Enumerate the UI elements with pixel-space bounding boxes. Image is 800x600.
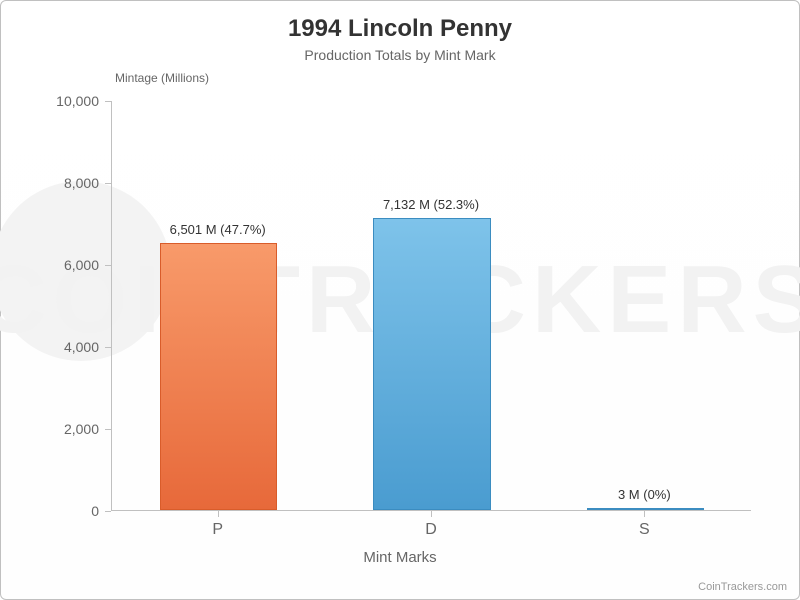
x-tick-label-d: D [425, 521, 437, 539]
x-tick-mark [218, 511, 219, 517]
plot-area [111, 101, 751, 511]
y-tick-label: 4,000 [39, 339, 99, 355]
y-tick-label: 6,000 [39, 257, 99, 273]
y-tick-label: 10,000 [39, 93, 99, 109]
x-tick-mark [644, 511, 645, 517]
bar-label-s: 3 M (0%) [618, 487, 671, 502]
y-tick-label: 8,000 [39, 175, 99, 191]
x-tick-label-p: P [212, 521, 223, 539]
x-tick-mark [431, 511, 432, 517]
x-axis-title: Mint Marks [363, 549, 436, 566]
y-tick-label: 0 [39, 503, 99, 519]
bar-d [373, 218, 490, 510]
x-tick-label-s: S [639, 521, 650, 539]
bar-label-p: 6,501 M (47.7%) [170, 222, 266, 237]
bar-label-d: 7,132 M (52.3%) [383, 197, 479, 212]
y-tick-label: 2,000 [39, 421, 99, 437]
chart-container: COINTRACKERS 1994 Lincoln Penny Producti… [0, 0, 800, 600]
y-axis-title: Mintage (Millions) [115, 71, 209, 85]
bar-p [160, 243, 277, 510]
bar-s [587, 508, 704, 510]
attribution: CoinTrackers.com [698, 581, 787, 593]
chart-title: 1994 Lincoln Penny [1, 1, 799, 43]
y-tick-mark [105, 511, 111, 512]
chart-subtitle: Production Totals by Mint Mark [1, 47, 799, 63]
